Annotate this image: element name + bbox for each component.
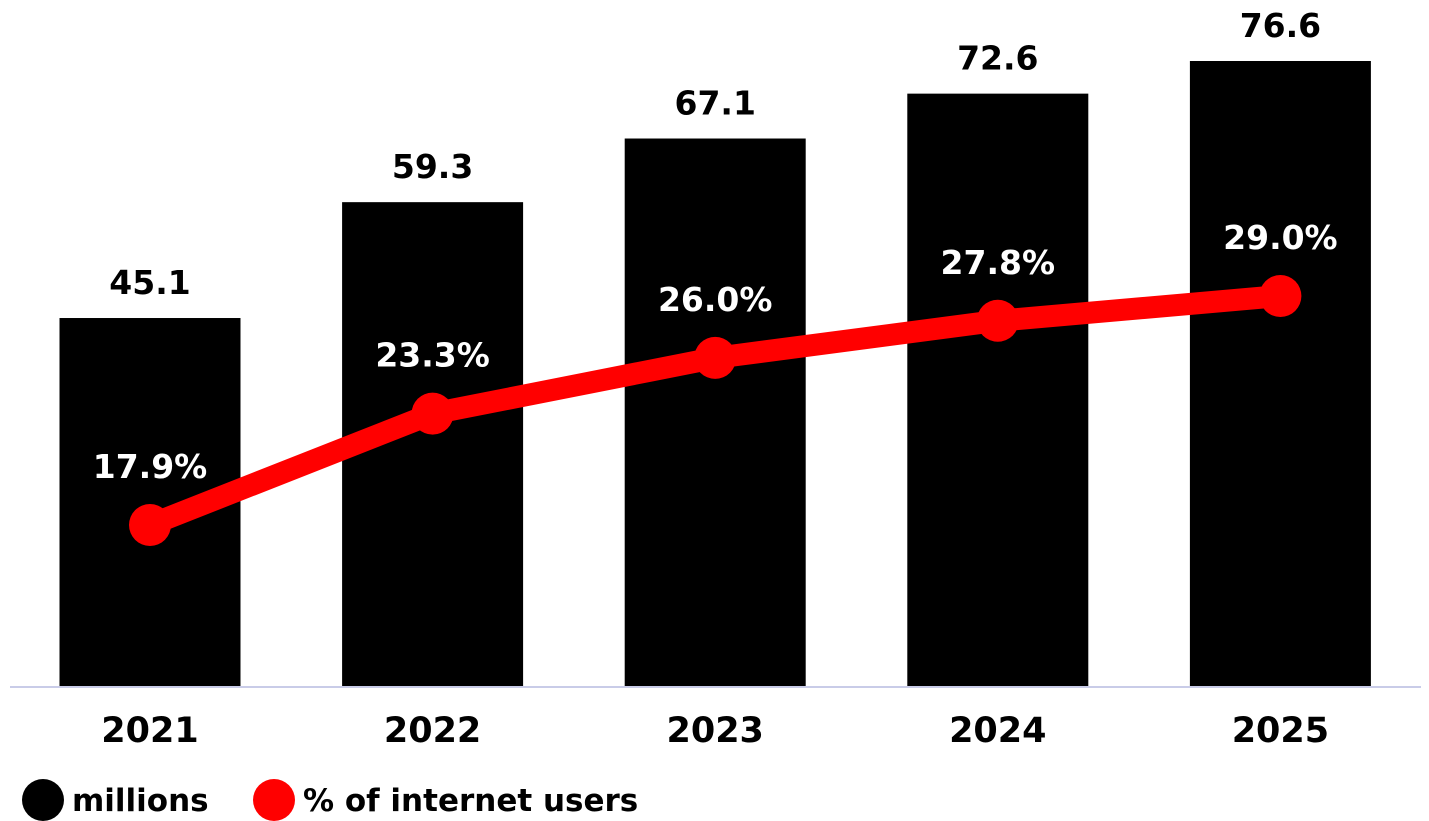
line-point-2022 [411,392,454,435]
x-tick-label-2025: 2025 [1232,711,1329,751]
legend-marker-internet-users [253,779,295,821]
bar-2025 [1189,61,1371,686]
x-tick-label-2023: 2023 [666,711,763,751]
pct-label-2021: 17.9% [93,447,208,486]
bar-value-label-2023: 67.1 [674,84,755,123]
x-tick-label-2024: 2024 [949,711,1046,751]
line-point-2025 [1259,275,1302,317]
line-layer [129,275,1302,546]
legend: millions % of internet users [22,779,638,821]
bar-2024 [907,93,1089,686]
bar-value-label-2024: 72.6 [957,39,1038,78]
pct-label-2025: 29.0% [1223,218,1338,257]
bar-labels-layer: 45.1 59.3 67.1 72.6 76.6 [109,6,1321,302]
pct-label-2022: 23.3% [375,336,490,375]
legend-label-millions: millions [72,783,209,819]
pct-label-2024: 27.8% [941,243,1056,282]
line-point-2021 [129,504,171,546]
bar-2023 [624,138,806,686]
pct-labels-layer: 17.9% 23.3% 26.0% 27.8% 29.0% [93,218,1338,486]
legend-label-internet-users: % of internet users [303,783,638,819]
x-tick-label-2022: 2022 [384,711,481,751]
bars-layer [59,61,1371,687]
bar-value-label-2025: 76.6 [1240,6,1321,45]
x-ticks-layer: 2021 2022 2023 2024 2025 [101,711,1329,751]
legend-marker-millions [22,779,64,821]
pct-label-2023: 26.0% [658,280,773,319]
bar-value-label-2022: 59.3 [392,147,473,186]
line-point-2023 [694,336,737,379]
x-tick-label-2021: 2021 [101,711,198,751]
line-point-2024 [976,299,1019,342]
bar-value-label-2021: 45.1 [109,263,190,302]
